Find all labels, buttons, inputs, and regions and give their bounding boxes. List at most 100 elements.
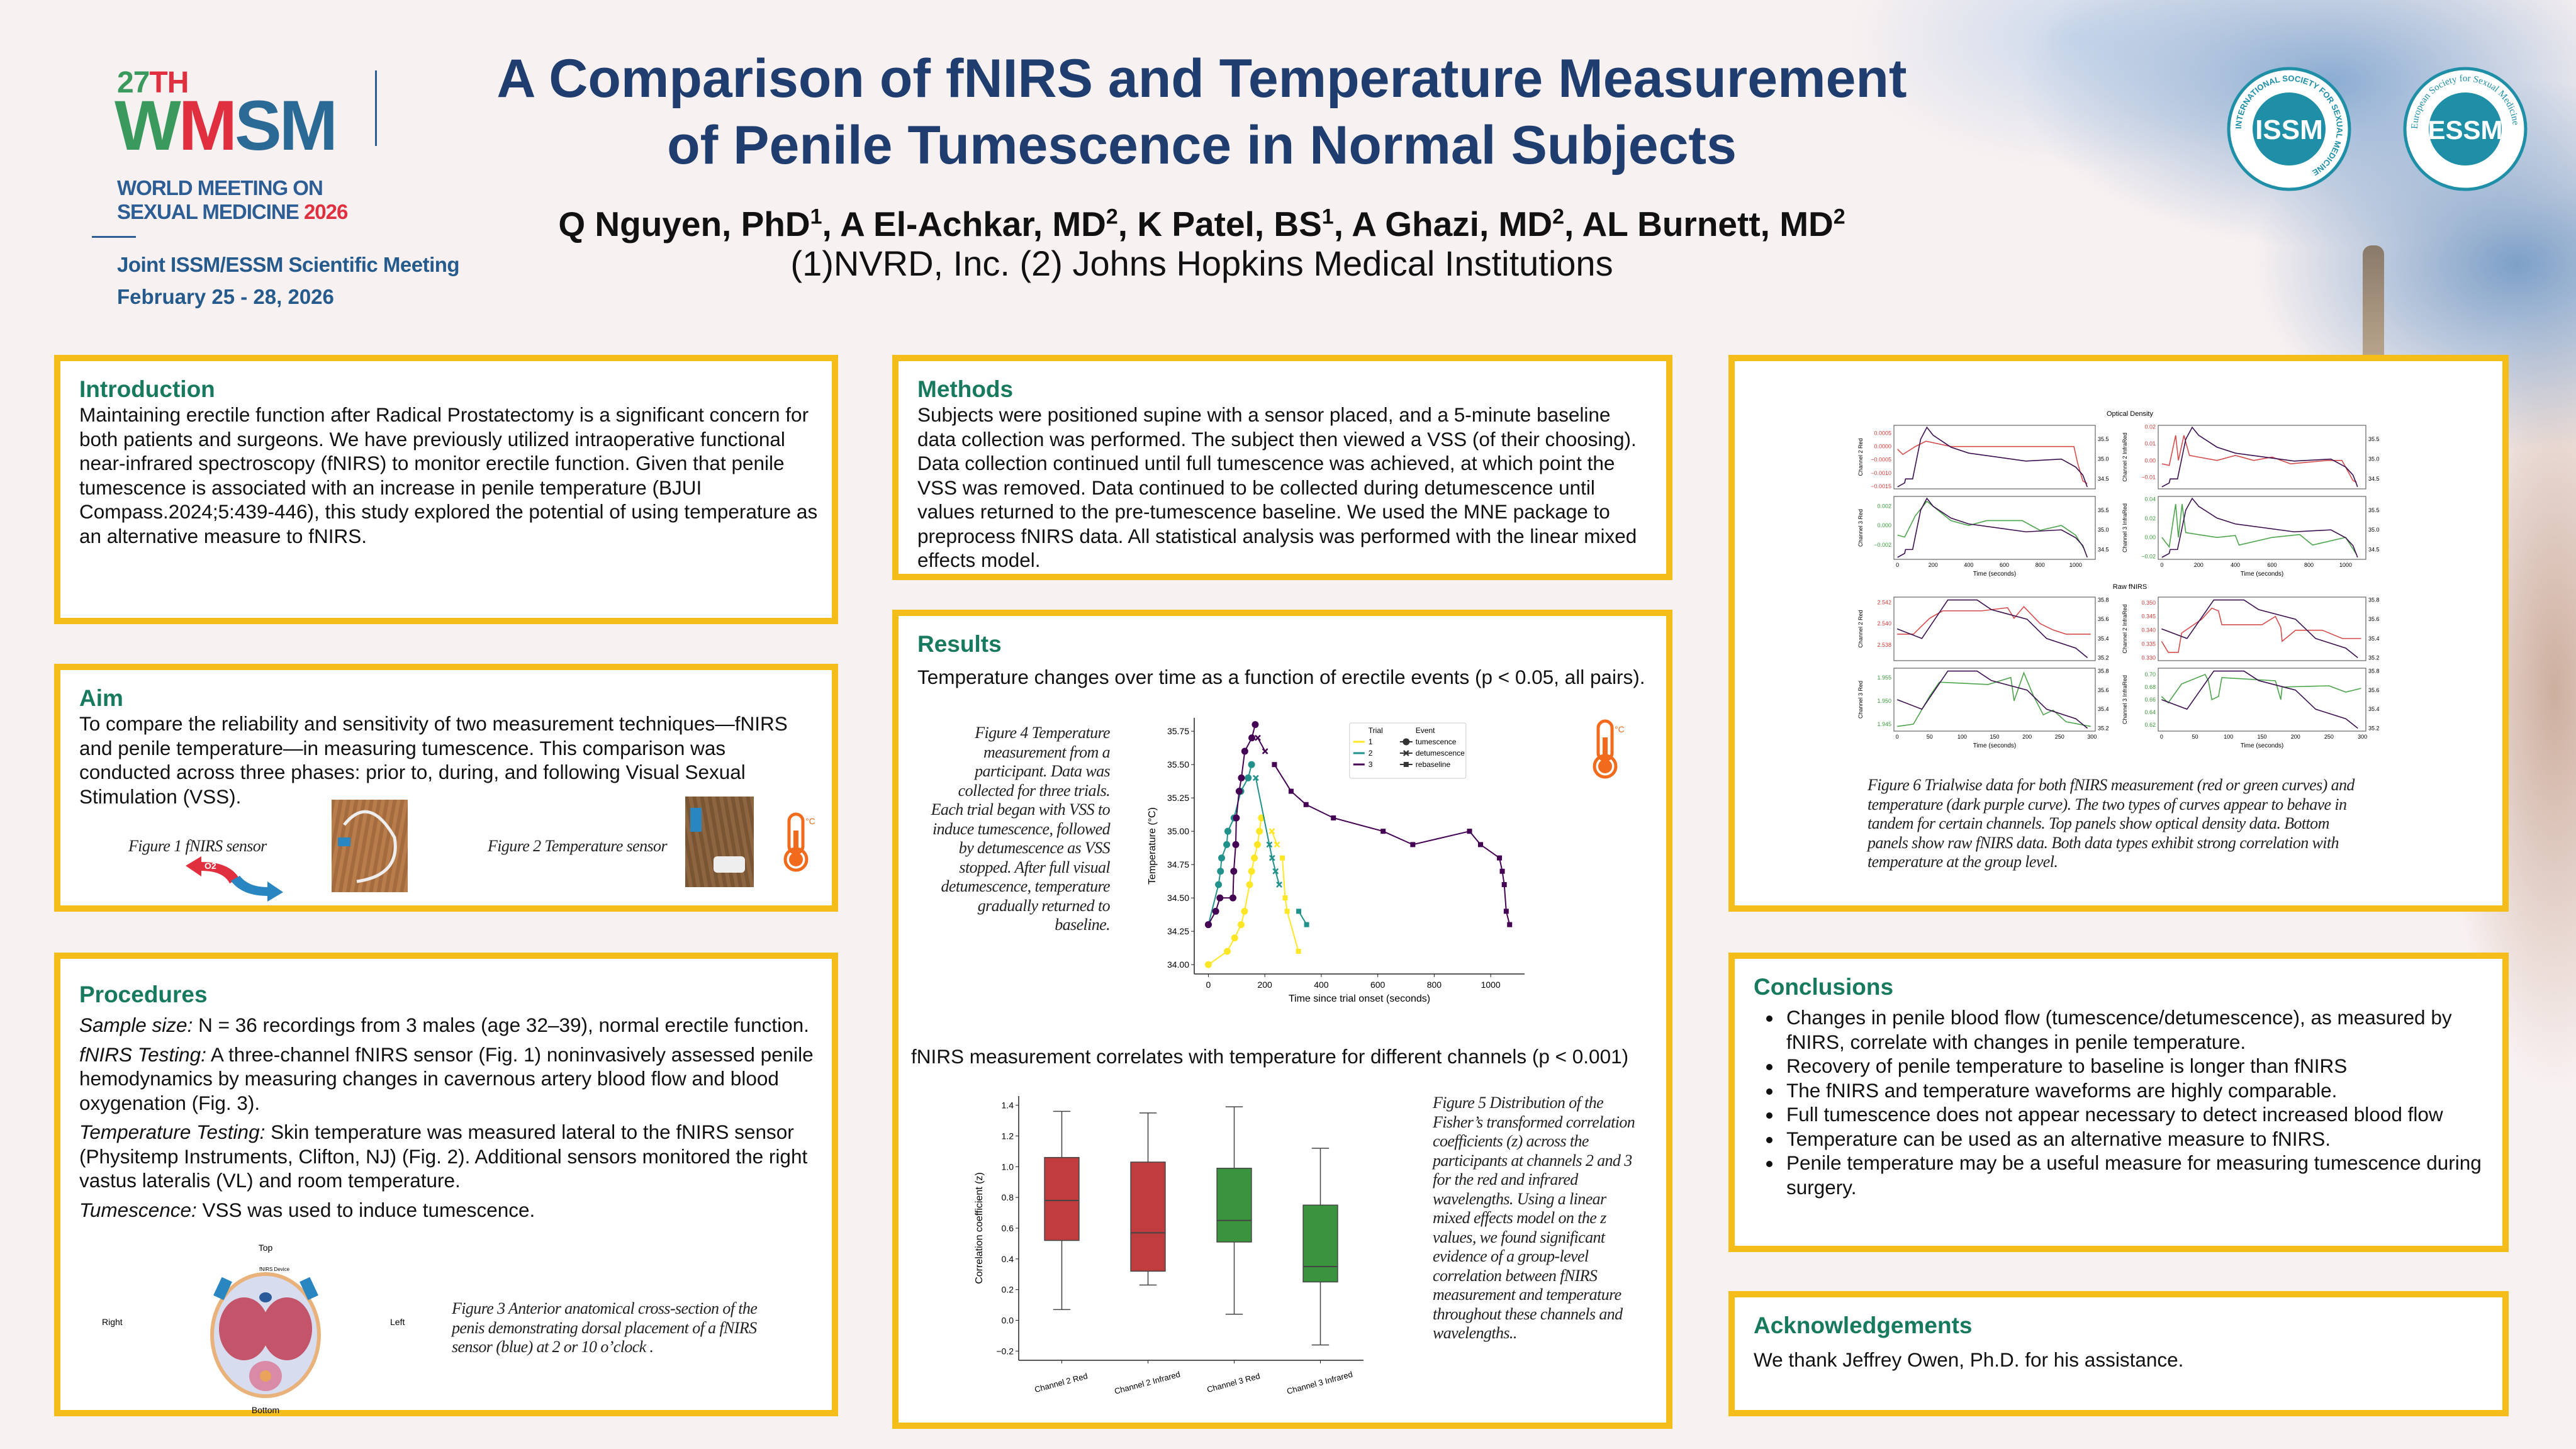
author-name: Q Nguyen, PhD: [558, 204, 810, 244]
trial-3-tumescence-point: [1248, 734, 1256, 742]
figure-5-boxplot: −0.2 0.0 0.2 0.4 0.6 0.8 1.0 1.2 1.4 Correlation …: [974, 1096, 1364, 1396]
author: K Patel, BS1: [1137, 204, 1352, 243]
right-tick-label: 35.8: [2098, 597, 2109, 603]
trial-3-tumescence-point: [1216, 894, 1224, 902]
author-name: K Patel, BS: [1137, 204, 1322, 244]
author-name: A Ghazi, MD: [1352, 204, 1553, 244]
right-tick-label: 35.8: [2368, 597, 2380, 603]
trial-1-detumescence-point: [1274, 841, 1280, 848]
left-tick-label: 0.68: [2144, 684, 2156, 690]
panel-ylabel: Channel 3 InfraRed: [2122, 675, 2128, 724]
left-tick-label: 0.64: [2144, 709, 2156, 715]
x-tick-label: 600: [1370, 980, 1386, 990]
y-tick-label: 0.4: [1002, 1254, 1014, 1264]
left-tick-label: 0.02: [2144, 424, 2156, 430]
left-tick-label: 0.345: [2141, 613, 2156, 620]
x-tick-label: 300: [2087, 734, 2097, 740]
panel-ylabel: Channel 2 InfraRed: [2122, 432, 2128, 481]
x-tick-label: 50: [2192, 734, 2198, 740]
conclusion-item: Temperature can be used as an alternativ…: [1783, 1127, 2490, 1151]
trial-3-tumescence-point: [1235, 788, 1243, 795]
logo-divider: [375, 70, 377, 146]
right-tick-label: 35.5: [2368, 436, 2380, 442]
section-heading: Results: [917, 631, 1002, 657]
logo-dates: February 25 - 28, 2026: [117, 285, 334, 308]
panel-frame: [2158, 596, 2366, 661]
y-tick-label: 34.25: [1167, 926, 1189, 936]
trial-1-tumescence-point: [1231, 934, 1238, 942]
temperature-curve: [2161, 599, 2358, 659]
x-tick-label: 200: [2022, 734, 2032, 740]
legend-trial-label: 3: [1369, 760, 1373, 769]
trial-3-tumescence-point: [1238, 774, 1245, 781]
x-tick-label: 400: [1314, 980, 1329, 990]
section-heading: Introduction: [79, 376, 215, 402]
left-tick-label: 1.950: [1877, 698, 1891, 704]
left-tick-label: 0.335: [2141, 641, 2156, 647]
x-tick-label: 600: [2000, 562, 2009, 568]
figure-3-caption: Figure 3 Anterior anatomical cross-secti…: [452, 1299, 758, 1356]
x-axis-label: Time (seconds): [2241, 742, 2284, 749]
logo-year: 2026: [303, 200, 348, 223]
conclusion-item: The fNIRS and temperature waveforms are …: [1783, 1078, 2490, 1103]
temperature-sensor-photo: [685, 797, 754, 887]
thermometer-icon: °C: [783, 812, 815, 872]
x-tick-label: 1000: [2339, 562, 2352, 568]
right-tick-label: 35.2: [2098, 725, 2109, 731]
trial-3-rebaseline-point: [1507, 922, 1513, 927]
logo-sm: SM: [235, 86, 338, 165]
left-tick-label: −0.02: [2141, 553, 2156, 559]
results-subtitle-1: Temperature changes over time as a funct…: [917, 666, 1645, 688]
title-line-1: A Comparison of fNIRS and Temperature Me…: [496, 48, 1907, 109]
right-tick-label: 35.4: [2098, 635, 2109, 642]
x-tick-label: 0: [1896, 734, 1899, 740]
author-affiliation: 1: [810, 205, 822, 229]
trial-1-tumescence-point: [1248, 868, 1255, 875]
procedure-label: fNIRS Testing:: [79, 1043, 206, 1066]
panel-frame: [1893, 668, 2096, 732]
trial-1-rebaseline-point: [1282, 895, 1288, 901]
trial-2-tumescence-point: [1248, 761, 1255, 768]
right-tick-label: 35.4: [2098, 706, 2109, 712]
trial-2-detumescence-point: [1268, 854, 1275, 861]
wmsm-logo: 27TH WMSM WORLD MEETING ON SEXUAL MEDICI…: [92, 63, 469, 308]
author-affiliation: 2: [1833, 205, 1845, 229]
y-tick-label: 0.2: [1002, 1285, 1014, 1295]
section-heading: Acknowledgements: [1754, 1312, 1973, 1338]
legend-trial-title: Trial: [1369, 726, 1383, 735]
figure-3-anatomy-diagram: Top Bottom Right Left fNIRS Device: [102, 1243, 405, 1415]
right-tick-label: 35.0: [2098, 456, 2109, 462]
left-tick-label: 2.542: [1877, 599, 1891, 605]
introduction-text: Maintaining erectile function after Radi…: [79, 403, 818, 547]
x-tick-label: 800: [1427, 980, 1442, 990]
trial-2-detumescence-point: [1276, 881, 1282, 888]
methods-text: Subjects were positioned supine with a s…: [917, 403, 1637, 571]
essm-logo: European Society for Sexual Medicine ESS…: [2403, 67, 2528, 191]
box: [1130, 1161, 1166, 1272]
temperature-curve: [1897, 497, 2088, 558]
left-tick-label: −0.0010: [1871, 470, 1891, 476]
label-bottom: Bottom: [252, 1405, 279, 1415]
trial-3-tumescence-point: [1252, 721, 1259, 729]
x-tick-label: Channel 3 Red: [1206, 1371, 1262, 1394]
fnirs-curve: [2161, 673, 2361, 704]
trial-3-tumescence-point: [1233, 814, 1240, 822]
panel-ylabel: Channel 2 Red: [1857, 438, 1864, 476]
author-affiliation: 1: [1321, 205, 1334, 229]
legend-event-title: Event: [1416, 726, 1435, 735]
right-tick-label: 34.5: [2098, 546, 2109, 552]
sensor-cable-icon: [338, 810, 397, 883]
right-tick-label: 35.2: [2368, 725, 2380, 731]
section-heading: Conclusions: [1754, 974, 1894, 1000]
procedure-label: Sample size:: [79, 1014, 193, 1036]
issm-center: [2253, 92, 2326, 165]
fnirs-curve: [1897, 605, 2091, 635]
left-tick-label: 0.04: [2144, 496, 2156, 503]
x-tick-label: 200: [2291, 734, 2300, 740]
celsius-label: °C: [1615, 724, 1625, 734]
section-heading: Aim: [79, 685, 123, 711]
logo-edition: 27TH: [117, 65, 189, 100]
x-tick-label: 400: [2231, 562, 2240, 568]
background-tower: [2363, 245, 2384, 359]
trial-1-detumescence-line: [1271, 831, 1278, 845]
